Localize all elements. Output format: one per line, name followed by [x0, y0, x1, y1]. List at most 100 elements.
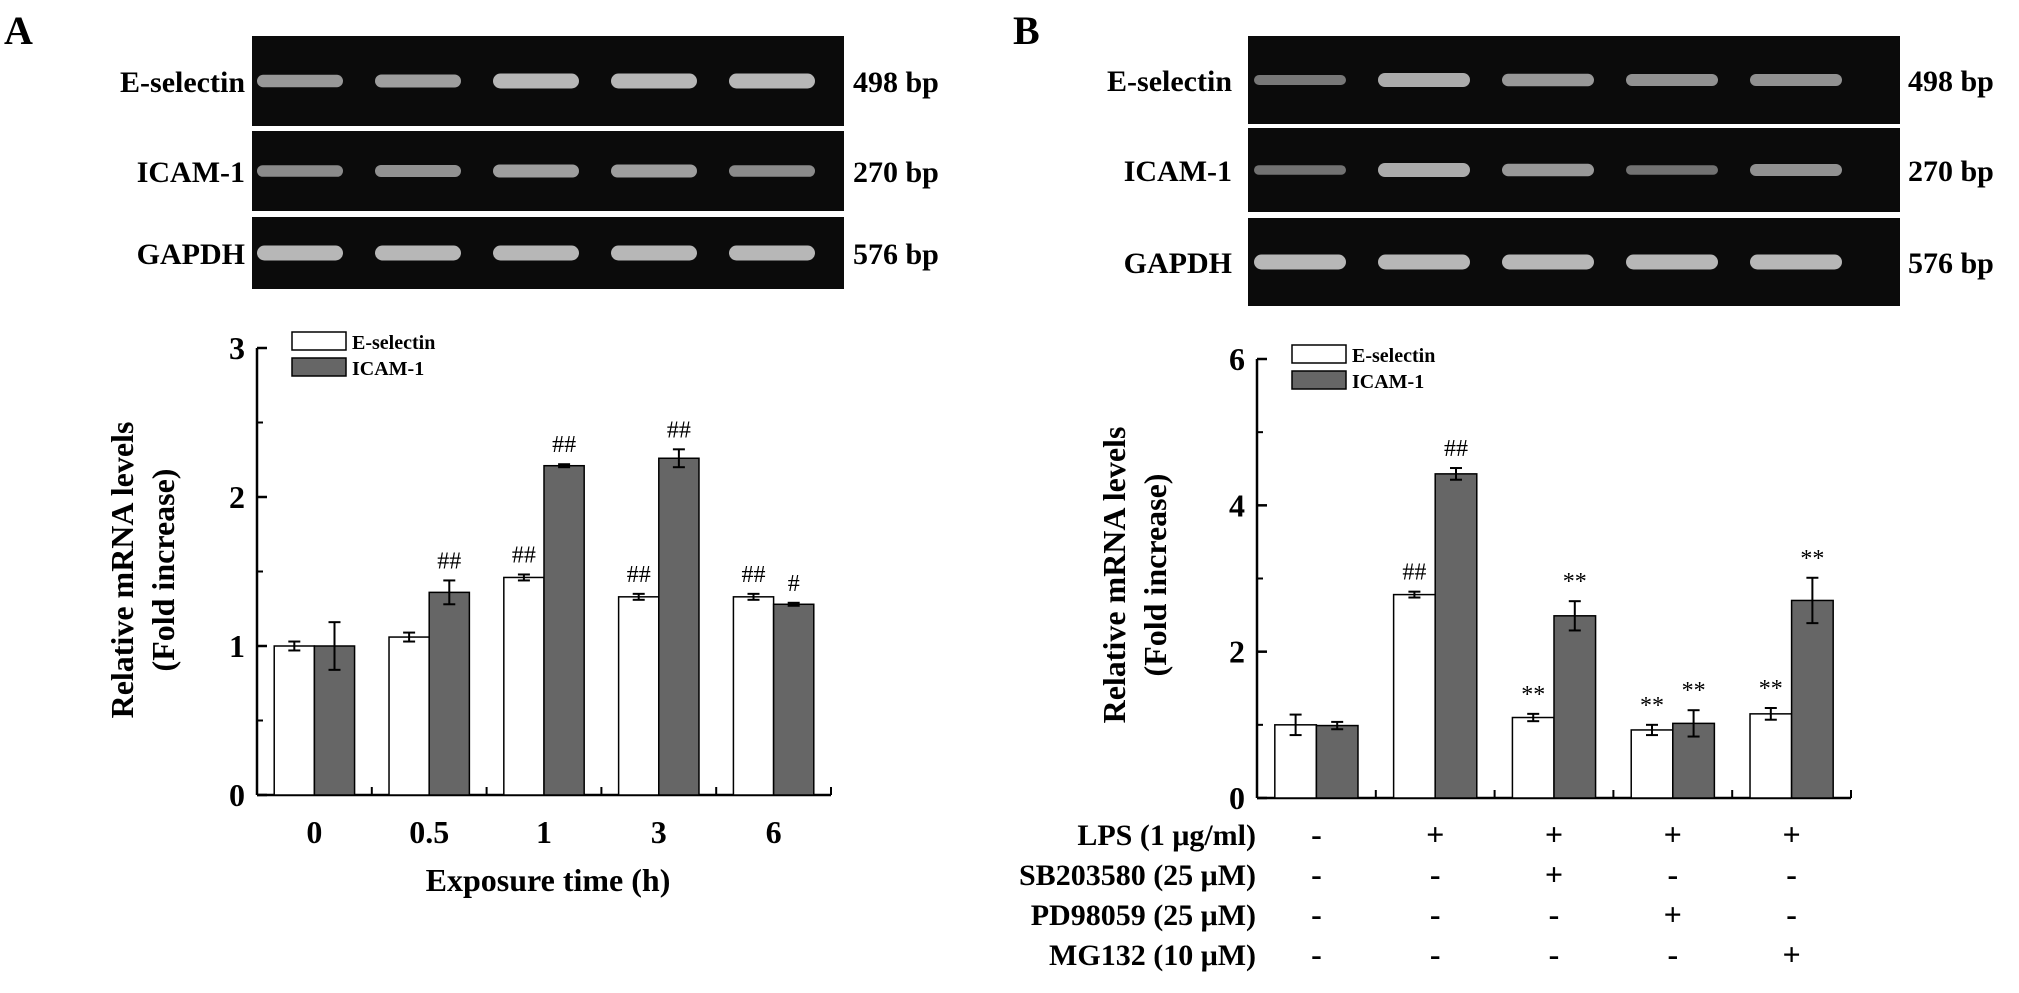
gel-panel-a: E-selectin 498 bp ICAM-1 270 bp GAPDH 576 bp [120, 36, 939, 289]
bar-icam-1 [1434, 473, 1478, 799]
bar-icam-1 [1315, 724, 1359, 799]
gel-band [375, 74, 461, 88]
gel-band [375, 165, 461, 177]
chart-a-ylabel2: (Fold increase) [145, 469, 181, 672]
treatment-sign: - [1311, 856, 1322, 892]
gel-band [729, 245, 815, 261]
bar-e-selectin [1630, 729, 1674, 799]
gel-band-size: 270 bp [853, 156, 939, 189]
chart-a-xlabel: Exposure time (h) [426, 862, 671, 898]
gel-band [729, 165, 815, 177]
x-tick-label: 0 [306, 814, 322, 850]
gel-band-size: 576 bp [853, 238, 939, 271]
legend-label: E-selectin [352, 332, 435, 354]
treatment-sign: + [1782, 816, 1800, 852]
treatment-sign: - [1667, 856, 1678, 892]
gel-band [611, 73, 697, 89]
gel-band [1378, 73, 1470, 87]
y-tick-label: 2 [229, 479, 245, 515]
chart-b-ylabel: Relative mRNA levels [1096, 427, 1132, 724]
treatment-sign: - [1667, 936, 1678, 972]
gel-row-label: E-selectin [120, 66, 245, 99]
bar-e-selectin [503, 576, 545, 796]
treatment-sign: - [1311, 936, 1322, 972]
treatment-sign: - [1549, 936, 1560, 972]
treatment-sign: - [1786, 856, 1797, 892]
bar-e-selectin [388, 636, 430, 796]
significance-label: ## [512, 542, 536, 568]
gel-row-label: GAPDH [1124, 247, 1232, 280]
treatment-sign: + [1545, 856, 1563, 892]
gel-row-label: ICAM-1 [1124, 155, 1232, 188]
treatment-sign: + [1426, 816, 1444, 852]
treatment-sign: - [1430, 896, 1441, 932]
bar-icam-1 [1790, 599, 1834, 799]
bar-chart-a: Relative mRNA levels (Fold increase) Exp… [104, 330, 832, 898]
chart-b-ylabel2: (Fold increase) [1137, 474, 1173, 677]
treatment-sign: - [1311, 816, 1322, 852]
bar-e-selectin [617, 596, 660, 796]
y-tick-label: 1 [229, 628, 245, 664]
x-tick-label: 1 [536, 814, 552, 850]
significance-label: # [788, 571, 800, 597]
gel-row-label: ICAM-1 [137, 156, 245, 189]
bar-icam-1 [543, 464, 585, 796]
gel-band [493, 73, 579, 89]
significance-label: ## [552, 432, 576, 458]
panel-b-letter: B [1013, 8, 1040, 53]
significance-label: ** [1800, 546, 1824, 572]
gel-band [1750, 164, 1842, 176]
gel-band [1626, 74, 1718, 86]
gel-band [611, 245, 697, 261]
y-tick-label: 6 [1229, 341, 1245, 377]
significance-label: ## [437, 548, 461, 574]
gel-band [1502, 254, 1594, 270]
gel-band-size: 270 bp [1908, 155, 1994, 188]
bar-e-selectin [1749, 713, 1793, 799]
x-tick-label: 0.5 [409, 814, 449, 850]
y-tick-label: 0 [229, 777, 245, 813]
bar-icam-1 [428, 591, 471, 796]
gel-row-label: E-selectin [1107, 65, 1232, 98]
gel-band [1378, 254, 1470, 270]
significance-label: ** [1759, 676, 1783, 702]
y-tick-label: 3 [229, 330, 245, 366]
treatment-sign: - [1311, 896, 1322, 932]
gel-panel-b: E-selectin 498 bp ICAM-1 270 bp GAPDH 576 bp [1107, 36, 1994, 306]
bar-e-selectin [1511, 716, 1555, 799]
treatment-sign: + [1545, 816, 1563, 852]
treatment-sign: - [1430, 936, 1441, 972]
gel-band [729, 73, 815, 89]
y-tick-label: 4 [1229, 487, 1245, 523]
treatment-label: PD98059 (25 μM) [1031, 899, 1256, 932]
bar-e-selectin [1392, 593, 1436, 799]
legend-swatch-e-selectin [291, 331, 347, 351]
significance-label: ## [627, 562, 651, 588]
gel-band [1254, 165, 1346, 175]
y-tick-label: 0 [1229, 780, 1245, 816]
gel-row-label: GAPDH [137, 238, 245, 271]
legend-swatch-e-selectin [1291, 344, 1347, 364]
significance-label: ** [1521, 682, 1545, 708]
treatment-sign: + [1664, 896, 1682, 932]
bar-e-selectin [1274, 724, 1318, 799]
treatment-sign: + [1782, 936, 1800, 972]
treatment-sign: - [1430, 856, 1441, 892]
gel-band [1378, 163, 1470, 177]
gel-band [1750, 74, 1842, 86]
significance-label: ** [1640, 693, 1664, 719]
treatment-sign: - [1549, 896, 1560, 932]
treatment-label: LPS (1 μg/ml) [1077, 819, 1256, 852]
significance-label: ## [1444, 436, 1468, 462]
legend-label: ICAM-1 [352, 358, 424, 380]
gel-band [1626, 165, 1718, 175]
treatment-table: LPS (1 μg/ml) - + + + + SB203580 (25 μM) - - + - - P… [1019, 816, 1801, 972]
panel-a-letter: A [4, 8, 33, 53]
gel-band [1254, 75, 1346, 85]
gel-band [1502, 163, 1594, 177]
x-tick-label: 3 [651, 814, 667, 850]
significance-label: ** [1563, 569, 1587, 595]
gel-band [375, 245, 461, 261]
bar-icam-1 [772, 603, 815, 796]
